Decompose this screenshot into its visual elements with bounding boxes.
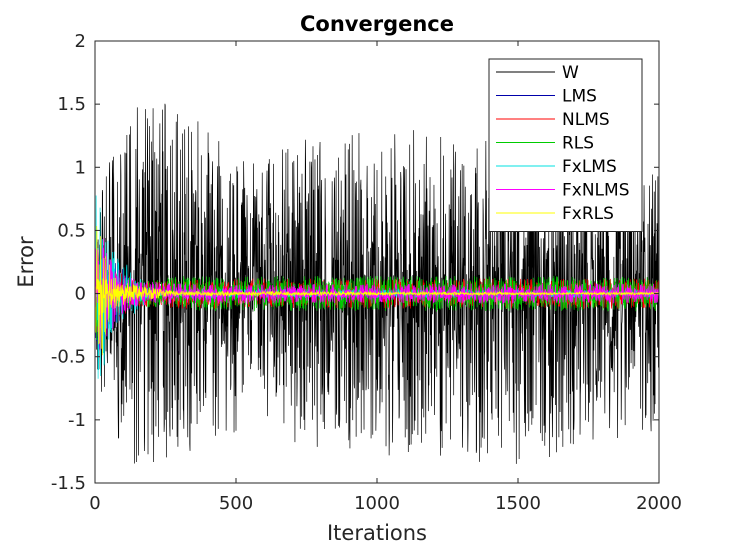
legend-label-rls: RLS (562, 134, 594, 154)
y-tick-label: 2 (75, 31, 86, 52)
y-tick-label: 1.5 (57, 94, 86, 115)
y-tick-label: -1.5 (51, 473, 86, 494)
legend-label-fxnlms: FxNLMS (562, 181, 630, 201)
x-axis-label: Iterations (327, 521, 427, 545)
x-tick-label: 500 (219, 493, 253, 514)
y-axis-label: Error (14, 236, 38, 288)
legend-label-w: W (562, 63, 579, 83)
x-tick-label: 0 (89, 493, 100, 514)
x-tick-label: 2000 (636, 493, 682, 514)
y-tick-label: -1 (68, 410, 86, 431)
x-tick-label: 1000 (354, 493, 400, 514)
chart-title: Convergence (300, 12, 454, 36)
series-line-fxrls (95, 225, 659, 360)
y-tick-label: 0.5 (57, 220, 86, 241)
series-line-w (95, 103, 659, 464)
y-tick-label: -0.5 (51, 347, 86, 368)
y-tick-label: 1 (75, 157, 86, 178)
legend-box (488, 58, 643, 232)
legend-label-fxrls: FxRLS (562, 204, 614, 224)
x-tick-label: 1500 (495, 493, 541, 514)
series-layer (95, 103, 659, 464)
y-tick-label: 0 (75, 284, 86, 305)
ticks-layer: 0 500 1000 1500 2000 -1.5 -1 -0.5 0 0.5 1 1.5 2 (51, 31, 682, 514)
legend-label-fxlms: FxLMS (562, 157, 617, 177)
legend-label-nlms: NLMS (562, 110, 610, 130)
legend: W LMS NLMS RLS FxLMS FxNLMS FxRLS (488, 58, 643, 232)
legend-label-lms: LMS (562, 87, 597, 107)
